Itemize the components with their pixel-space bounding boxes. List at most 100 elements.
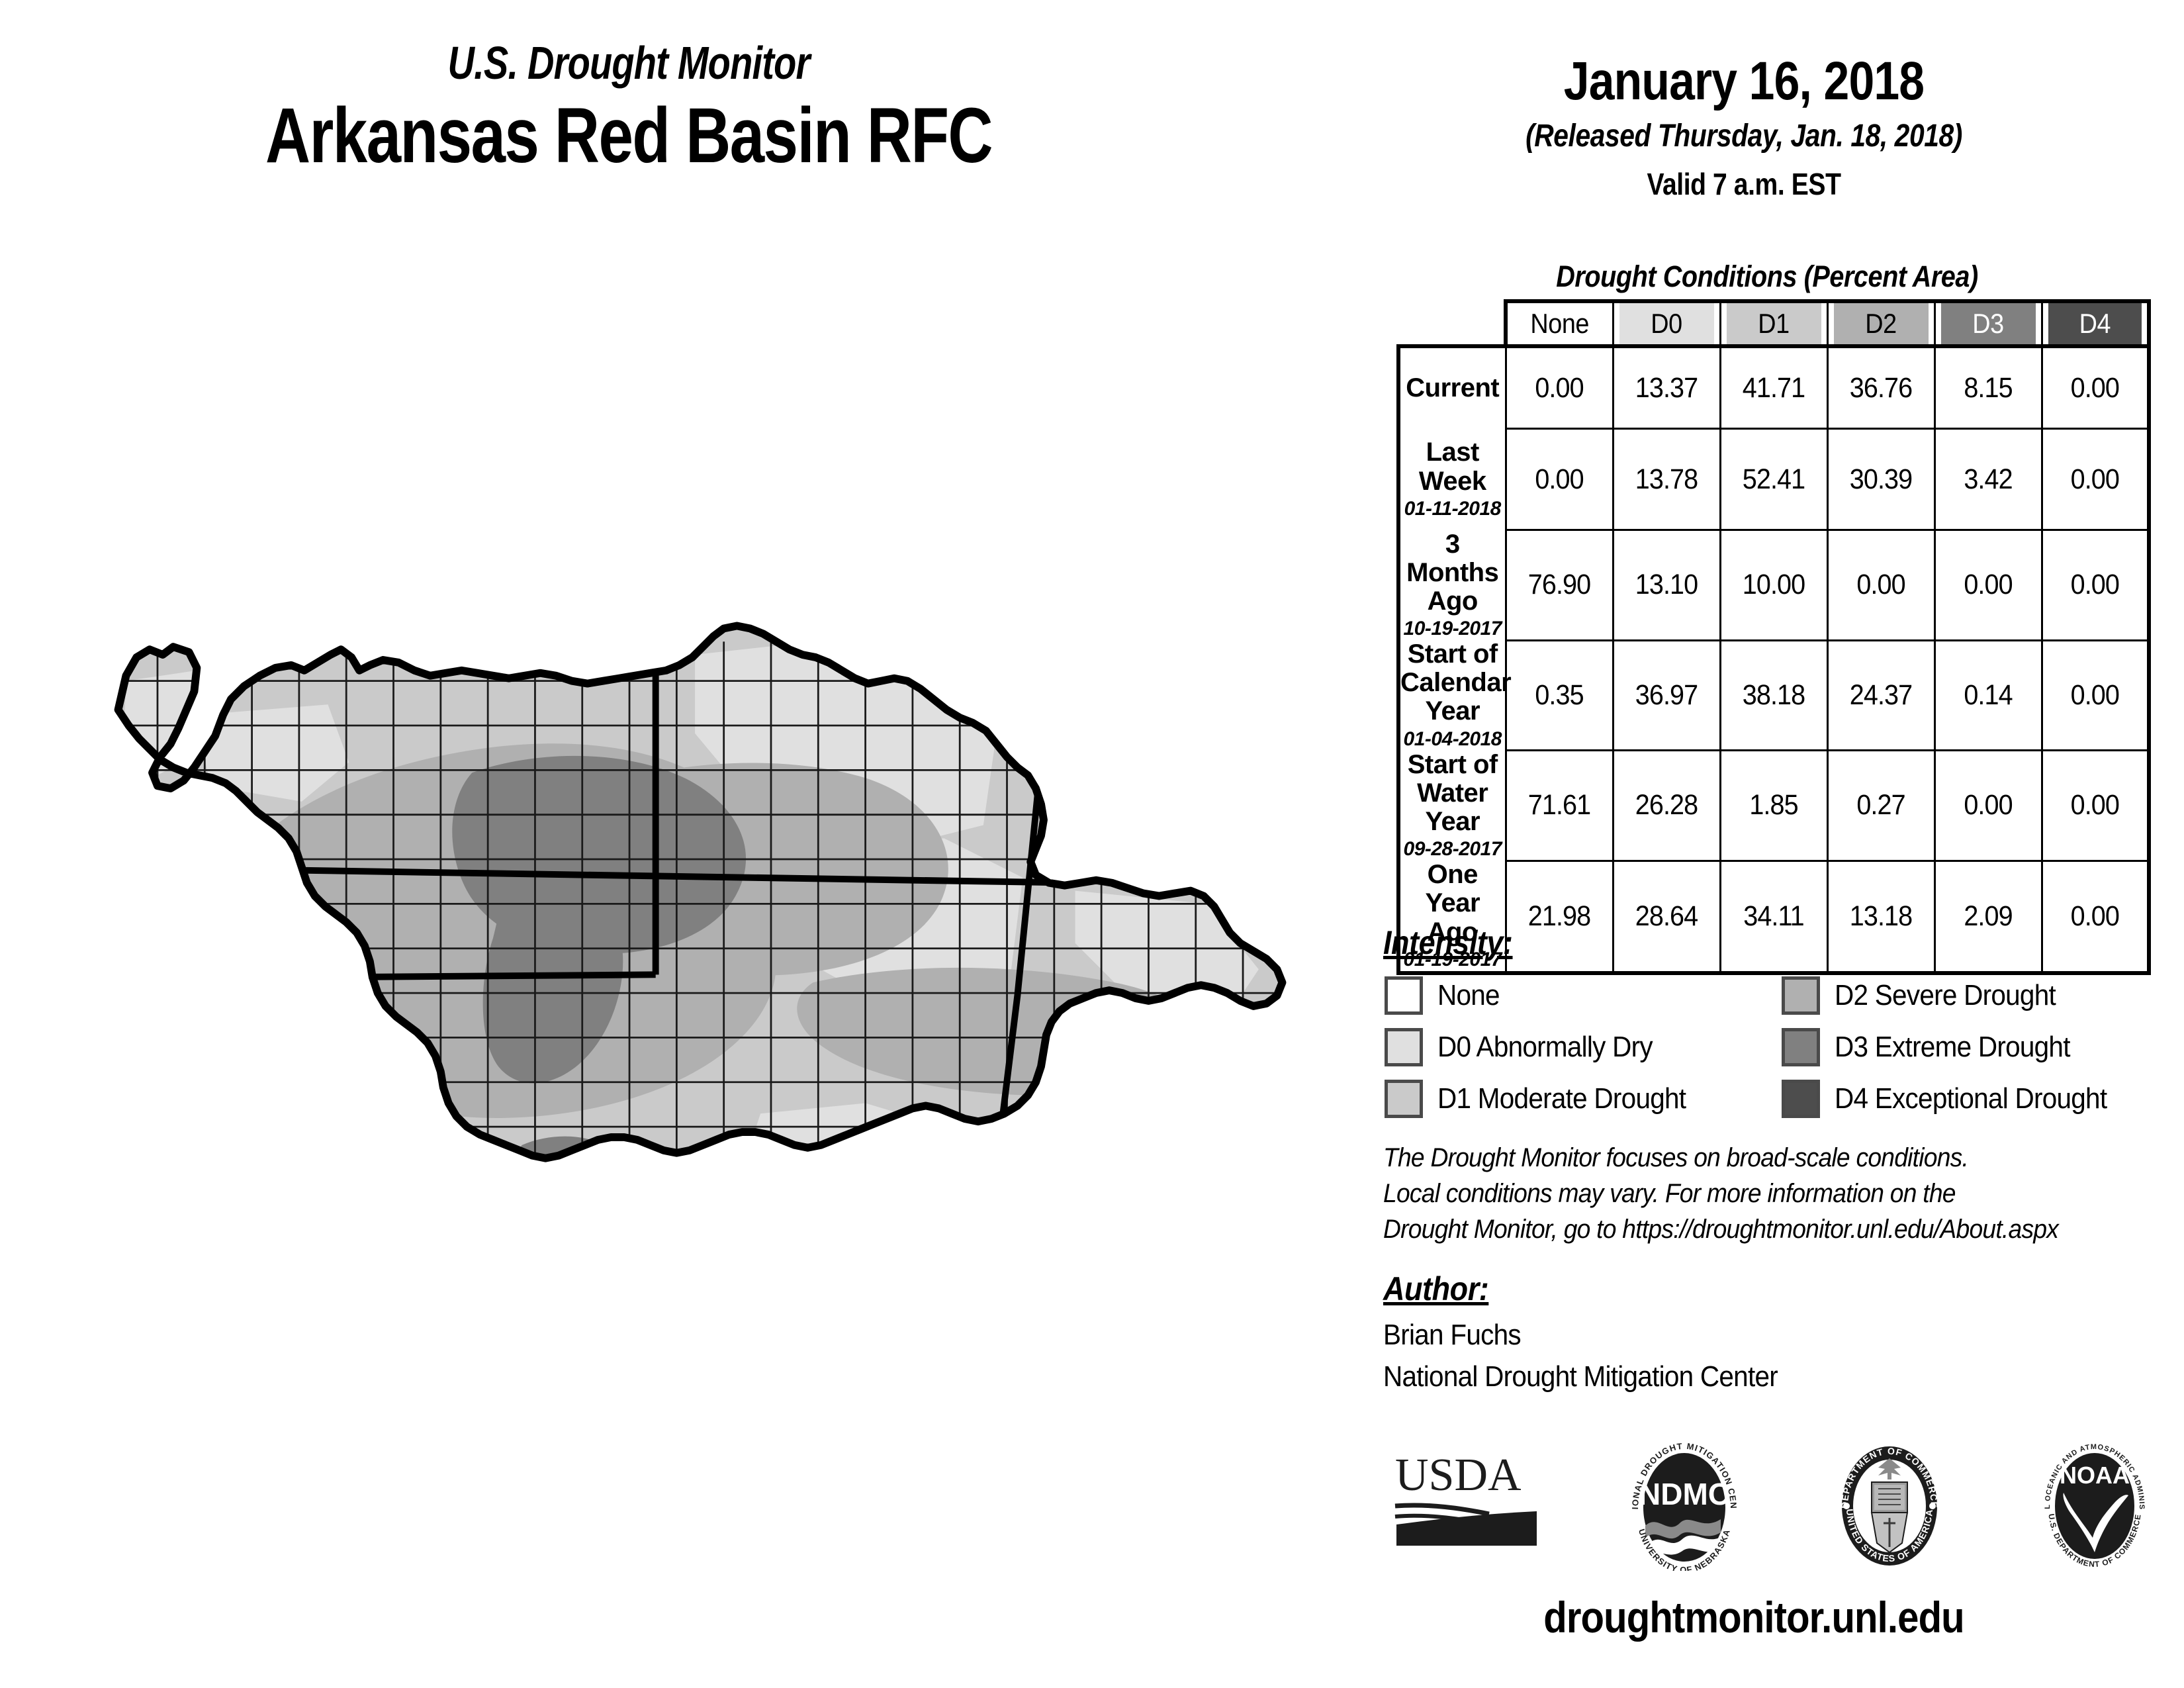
- table-col-header-d2: D2: [1831, 299, 1931, 348]
- noaa-logo-icon: NOAA NATIONAL OCEANIC AND ATMOSPHERIC AD…: [2028, 1432, 2145, 1569]
- table-row-label: One Year Ago 01-19-2017: [1396, 860, 1507, 975]
- legend-item: None: [1385, 976, 1782, 1015]
- page-title: Arkansas Red Basin RFC: [265, 92, 993, 179]
- usda-logo-icon: USDA: [1394, 1450, 1537, 1546]
- table-cell-d4: 0.00: [2045, 749, 2147, 862]
- table-col-header-d4: D4: [2046, 299, 2146, 348]
- table-cell-d4: 0.00: [2045, 428, 2147, 531]
- legend-item: D1 Moderate Drought: [1385, 1080, 1782, 1118]
- row-label-text: 3 Months Ago: [1406, 529, 1499, 616]
- table-cell-d1: 41.71: [1723, 344, 1824, 430]
- table-row-label: Start of Calendar Year 01-04-2018: [1396, 639, 1512, 751]
- legend-swatch-icon: [1782, 1080, 1820, 1118]
- drought-conditions-table: None D0 D1 D2 D3 D4 Current 0.00 13.37 41.71 36.7…: [1396, 299, 2151, 975]
- title-block: U.S. Drought Monitor Arkansas Red Basin …: [0, 40, 1257, 177]
- table-row-label: Last Week 01-11-2018: [1396, 428, 1507, 530]
- table-cell-none: 0.00: [1509, 344, 1610, 430]
- row-label-text: Start of Water Year: [1407, 749, 1498, 836]
- table-cell-d0: 36.97: [1616, 639, 1717, 752]
- table-col-header-d3: D3: [1938, 299, 2038, 348]
- product-kicker: U.S. Drought Monitor: [447, 37, 810, 89]
- table-cell-d4: 0.00: [2045, 344, 2147, 430]
- table-cell-d2: 0.00: [1831, 529, 1931, 641]
- table-cell-d3: 0.00: [1938, 529, 2038, 641]
- disclaimer-line-2: Local conditions may vary. For more info…: [1383, 1179, 1956, 1208]
- table-cell-d2: 36.76: [1831, 344, 1931, 430]
- fill-d3-finger: [482, 888, 623, 1084]
- legend-label: D3 Extreme Drought: [1835, 1031, 2070, 1063]
- noaa-logo: NOAA NATIONAL OCEANIC AND ATMOSPHERIC AD…: [2028, 1432, 2158, 1574]
- table-corner-cell: [1404, 301, 1500, 346]
- usda-logo: USDA: [1390, 1445, 1542, 1568]
- table-cell-d2: 13.18: [1831, 859, 1931, 975]
- legend-label: D1 Moderate Drought: [1437, 1082, 1686, 1115]
- row-label-text: Current: [1406, 373, 1500, 403]
- intensity-legend: None D2 Severe Drought D0 Abnormally Dry D3…: [1385, 970, 2159, 1125]
- table-col-header-d1: D1: [1724, 299, 1823, 348]
- fill-d0-panhandle: [197, 704, 349, 802]
- svg-text:NOAA: NOAA: [2060, 1462, 2130, 1489]
- table-cell-d1: 1.85: [1723, 749, 1824, 862]
- table-col-header-d0: D0: [1617, 299, 1716, 348]
- row-label-text: Start of Calendar Year: [1400, 639, 1512, 726]
- table-row: Last Week 01-11-2018 0.00 13.78 52.41 30.39 3.…: [1396, 428, 2149, 531]
- table-cell-none: 71.61: [1509, 749, 1610, 862]
- basin-outline: [114, 622, 1287, 1162]
- table-cell-d0: 26.28: [1616, 749, 1717, 862]
- valid-date: January 16, 2018: [1563, 51, 1925, 111]
- table-col-header-none: None: [1509, 299, 1609, 348]
- valid-time: Valid 7 a.m. EST: [1647, 166, 1841, 201]
- table-cell-d4: 0.00: [2045, 859, 2147, 975]
- svg-text:NDMC: NDMC: [1639, 1477, 1730, 1511]
- table-row: Current 0.00 13.37 41.71 36.76 8.15 0.00: [1396, 344, 2149, 430]
- legend-swatch-icon: [1385, 1080, 1423, 1118]
- legend-swatch-icon: [1385, 976, 1423, 1015]
- row-label-date: 10-19-2017: [1403, 618, 1502, 640]
- table-cell-none: 0.35: [1509, 639, 1610, 752]
- table-cell-d2: 24.37: [1831, 639, 1931, 752]
- table-row: One Year Ago 01-19-2017 21.98 28.64 34.11 13.…: [1396, 859, 2149, 975]
- map-drought-fills: [118, 626, 1283, 1158]
- table-row: Start of Water Year 09-28-2017 71.61 26.28 1.…: [1396, 749, 2149, 862]
- table-row-label: Current: [1396, 344, 1507, 429]
- table-cell-d4: 0.00: [2045, 529, 2147, 641]
- map-container: [73, 589, 1330, 1271]
- table-cell-d1: 10.00: [1723, 529, 1824, 641]
- doc-logo: DEPARTMENT OF COMMERCE UNITED STATES OF …: [1827, 1438, 1952, 1574]
- county-boundaries: [118, 641, 1283, 1158]
- disclaimer-text: The Drought Monitor focuses on broad-sca…: [1383, 1140, 2109, 1247]
- table-cell-d4: 0.00: [2045, 639, 2147, 752]
- legend-label: None: [1437, 979, 1500, 1011]
- release-date: (Released Thursday, Jan. 18, 2018): [1525, 118, 1962, 154]
- legend-swatch-icon: [1782, 1028, 1820, 1066]
- disclaimer-line-1: The Drought Monitor focuses on broad-sca…: [1383, 1143, 1969, 1172]
- legend-item: D4 Exceptional Drought: [1782, 1080, 2152, 1118]
- table-cell-d1: 38.18: [1723, 639, 1824, 752]
- row-label-text: One Year Ago: [1425, 860, 1480, 947]
- table-row: 3 Months Ago 10-19-2017 76.90 13.10 10.00 0.0…: [1396, 529, 2149, 641]
- table-header: None D0 D1 D2 D3 D4: [1398, 299, 2149, 348]
- fill-d0-se-tail: [1075, 890, 1259, 1009]
- table-caption: Drought Conditions (Percent Area): [1556, 259, 1978, 293]
- table-body: Current 0.00 13.37 41.71 36.76 8.15 0.00 Last W…: [1396, 344, 2149, 975]
- ndmc-logo-icon: NDMC NATIONAL DROUGHT MITIGATION CENTER …: [1618, 1430, 1738, 1575]
- ndmc-logo: NDMC NATIONAL DROUGHT MITIGATION CENTER …: [1618, 1430, 1747, 1575]
- table-cell-d3: 2.09: [1938, 859, 2038, 975]
- legend-item: D2 Severe Drought: [1782, 976, 2152, 1015]
- legend-swatch-icon: [1782, 976, 1820, 1015]
- row-label-date: 09-28-2017: [1403, 838, 1502, 861]
- disclaimer-line-3: Drought Monitor, go to https://droughtmo…: [1383, 1215, 2059, 1244]
- table-header-row: None D0 D1 D2 D3 D4: [1398, 299, 2149, 348]
- table-cell-d3: 8.15: [1938, 344, 2038, 430]
- author-heading: Author:: [1383, 1270, 1489, 1307]
- table-cell-d3: 0.00: [1938, 749, 2038, 862]
- table-row-label: Start of Water Year 09-28-2017: [1396, 749, 1507, 861]
- svg-text:USDA: USDA: [1395, 1450, 1522, 1501]
- legend-label: D0 Abnormally Dry: [1437, 1031, 1653, 1063]
- doc-logo-icon: DEPARTMENT OF COMMERCE UNITED STATES OF …: [1839, 1445, 1939, 1566]
- table-cell-d2: 0.27: [1831, 749, 1931, 862]
- table-cell-d0: 13.10: [1616, 529, 1717, 641]
- table-cell-d2: 30.39: [1831, 428, 1931, 531]
- intensity-heading: Intensity:: [1383, 924, 1513, 961]
